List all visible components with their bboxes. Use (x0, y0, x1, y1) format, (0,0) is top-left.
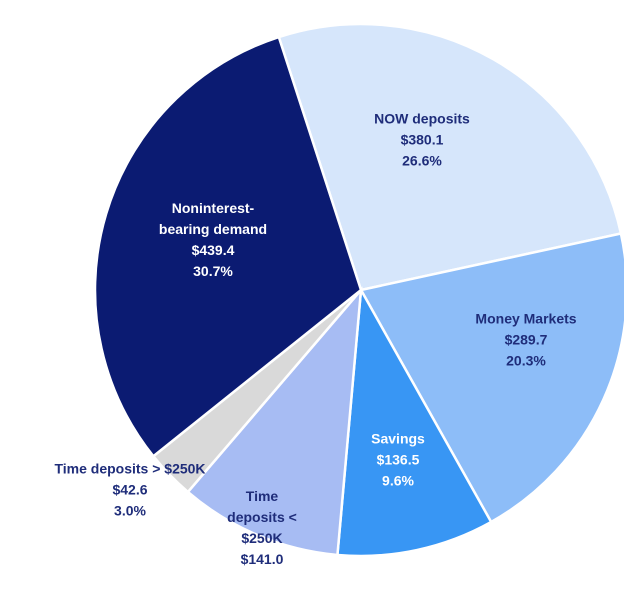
value-label: $289.7 (504, 331, 548, 348)
category-name: Time deposits < $250K (227, 488, 297, 546)
value-label: $136.5 (376, 451, 420, 468)
percent-label: 26.6% (402, 152, 442, 169)
pie-slice (277, 22, 623, 292)
pie-slice (336, 285, 493, 558)
value-label: $380.1 (400, 131, 444, 148)
slice-label: Time deposits > $250K $42.6 3.0% (10, 459, 250, 522)
slice-label: Noninterest-bearing demand $439.4 30.7% (153, 198, 273, 282)
value-label: $42.6 (112, 481, 148, 498)
slice-label: Time deposits < $250K $141.0 (217, 486, 307, 570)
slice-label: Money Markets $289.7 20.3% (446, 309, 606, 372)
percent-label: 20.3% (506, 352, 546, 369)
category-name: Savings (371, 430, 425, 447)
pie-slice (186, 286, 363, 557)
category-name: Money Markets (475, 310, 577, 327)
value-label: $141.0 (240, 551, 284, 567)
category-name: Time deposits > $250K (54, 460, 206, 477)
category-name: Noninterest-bearing demand (158, 200, 268, 237)
slice-label: NOW deposits $380.1 26.6% (352, 109, 492, 172)
category-name: NOW deposits (374, 110, 470, 127)
value-label: $439.4 (191, 242, 235, 258)
percent-label: 30.7% (193, 263, 233, 279)
slice-label: Savings $136.5 9.6% (353, 429, 443, 492)
pie-slice (93, 35, 363, 458)
percent-label: 3.0% (114, 502, 146, 519)
percent-label: 9.6% (382, 472, 414, 489)
pie-slice (359, 232, 624, 524)
